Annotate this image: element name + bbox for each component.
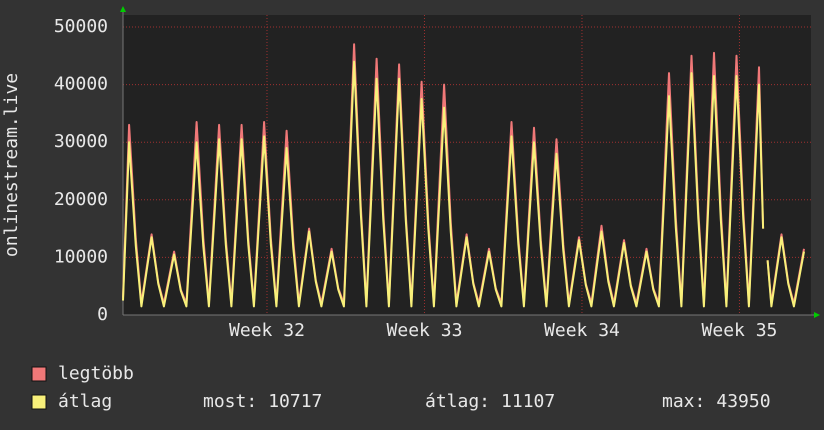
y-tick-label: 0: [97, 304, 108, 325]
x-tick-label: Week 34: [544, 320, 620, 341]
axis-arrow: [120, 6, 126, 12]
stat-label: átlag:: [425, 391, 490, 412]
y-axis-label: onlinestream.live: [1, 73, 22, 257]
legend-swatch: [31, 366, 47, 382]
y-tick-label: 50000: [54, 16, 108, 37]
y-tick-label: 20000: [54, 189, 108, 210]
series-line: [122, 60, 805, 308]
stat-value: 10717: [268, 391, 322, 412]
stat-value: 11107: [501, 391, 555, 412]
stat-label: most:: [203, 391, 257, 412]
stat-value: 43950: [716, 391, 770, 412]
y-tick-label: 40000: [54, 74, 108, 95]
y-tick-label: 10000: [54, 246, 108, 267]
x-tick-label: Week 35: [702, 320, 778, 341]
axis-arrow: [814, 312, 820, 318]
y-tick-label: 30000: [54, 131, 108, 152]
stat-label: max:: [662, 391, 705, 412]
legend-label: átlag: [58, 391, 112, 412]
x-tick-label: Week 33: [387, 320, 463, 341]
x-tick-label: Week 32: [229, 320, 305, 341]
legend-swatch: [31, 394, 47, 410]
plot-area: [123, 15, 811, 315]
legend-label: legtöbb: [58, 363, 134, 384]
